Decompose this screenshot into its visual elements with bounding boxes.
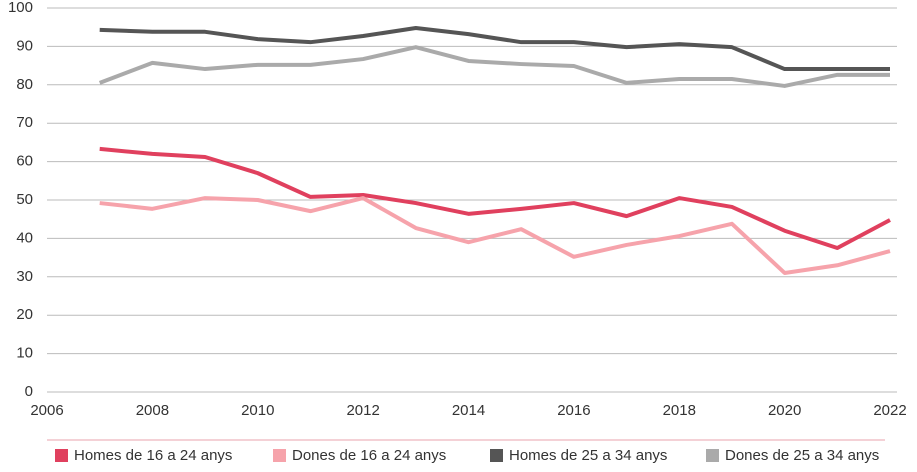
legend-swatch [706, 449, 719, 462]
x-tick-label: 2022 [873, 402, 906, 419]
series-line [99, 196, 891, 275]
x-tick-label: 2018 [663, 402, 696, 419]
y-tick-label: 90 [16, 37, 33, 54]
y-tick-label: 30 [16, 268, 33, 285]
x-tick-label: 2010 [241, 402, 274, 419]
series-line [99, 25, 890, 72]
x-tick-label: 2016 [557, 402, 590, 419]
x-tick-label: 2012 [346, 402, 379, 419]
y-tick-label: 20 [16, 306, 33, 323]
legend-label: Dones de 16 a 24 anys [292, 447, 446, 464]
legend-swatch [55, 449, 68, 462]
y-tick-label: 60 [16, 153, 33, 170]
legend-label: Homes de 25 a 34 anys [509, 447, 667, 464]
y-tick-label: 40 [16, 229, 33, 246]
legend-swatch [490, 449, 503, 462]
x-tick-label: 2008 [136, 402, 169, 419]
y-tick-label: 70 [16, 114, 33, 131]
series-line [99, 146, 891, 250]
y-tick-label: 50 [16, 191, 33, 208]
x-tick-label: 2006 [30, 402, 63, 419]
legend-swatch [273, 449, 286, 462]
series-line [98, 45, 890, 88]
y-tick-label: 0 [25, 383, 33, 400]
y-tick-label: 80 [16, 76, 33, 93]
x-tick-label: 2014 [452, 402, 485, 419]
y-tick-label: 100 [8, 0, 33, 16]
legend-label: Dones de 25 a 34 anys [725, 447, 879, 464]
legend-label: Homes de 16 a 24 anys [74, 447, 232, 464]
x-tick-label: 2020 [768, 402, 801, 419]
y-tick-label: 10 [16, 345, 33, 362]
